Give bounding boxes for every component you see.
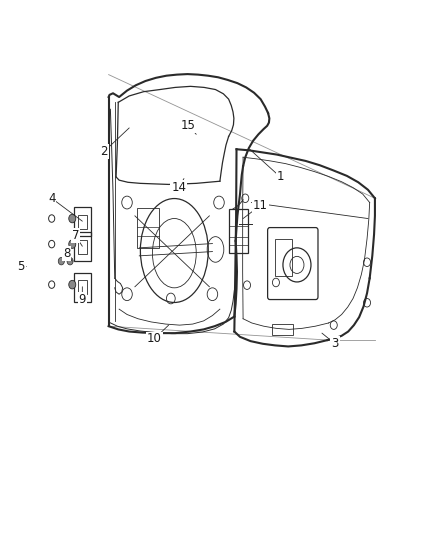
Text: 11: 11 <box>253 199 268 212</box>
Bar <box>74 232 91 261</box>
Circle shape <box>67 257 73 265</box>
Bar <box>275 239 292 276</box>
Circle shape <box>58 257 64 265</box>
Bar <box>74 207 91 236</box>
Circle shape <box>69 280 76 289</box>
Text: 1: 1 <box>276 171 284 183</box>
Text: 4: 4 <box>48 192 56 205</box>
Circle shape <box>69 214 76 223</box>
Text: 10: 10 <box>147 333 162 345</box>
Text: 3: 3 <box>332 337 339 350</box>
Bar <box>74 273 91 302</box>
Text: 5: 5 <box>18 260 25 273</box>
Text: 9: 9 <box>78 293 86 306</box>
Text: 7: 7 <box>71 229 79 242</box>
Text: 14: 14 <box>171 181 186 194</box>
Text: 15: 15 <box>181 119 196 132</box>
Text: 8: 8 <box>63 247 70 260</box>
Circle shape <box>69 240 76 248</box>
Text: 2: 2 <box>100 145 108 158</box>
Bar <box>272 324 293 335</box>
Bar <box>78 240 87 254</box>
Bar <box>78 215 87 229</box>
Bar <box>78 280 87 294</box>
